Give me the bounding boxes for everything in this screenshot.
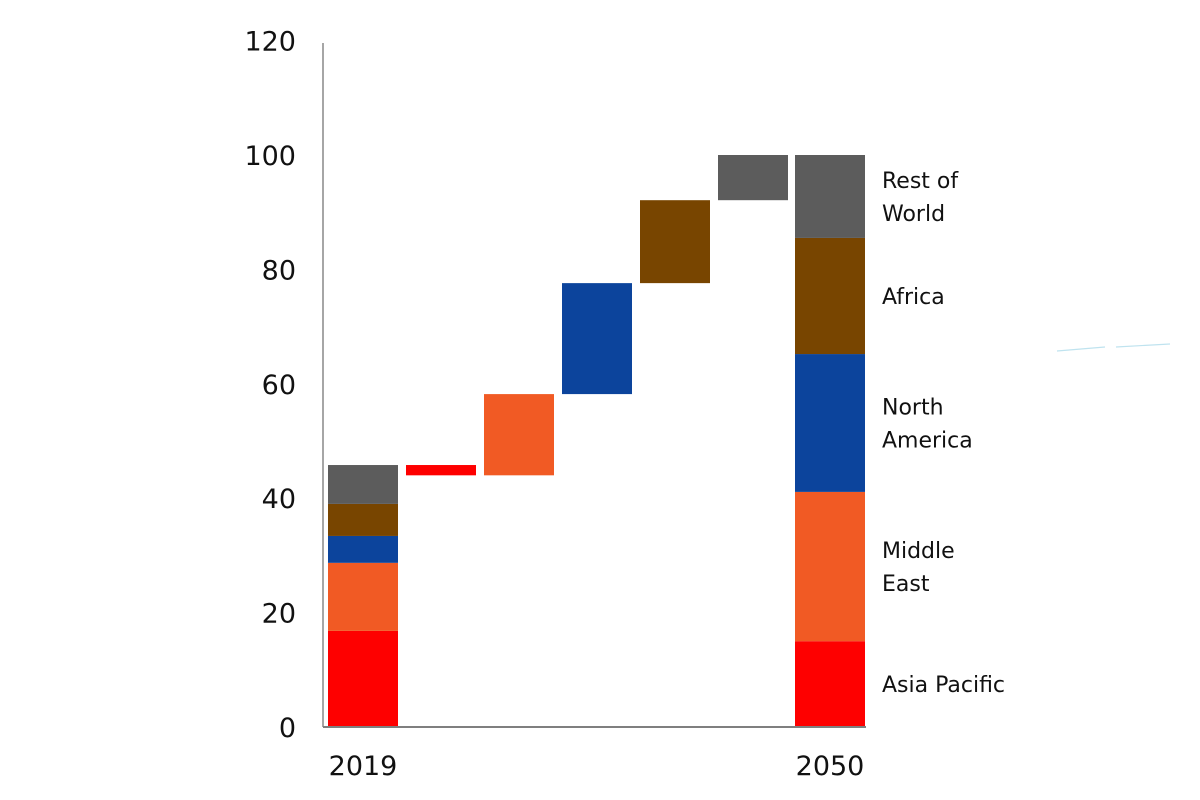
legend-label-rest-of-world: Rest of World — [882, 169, 959, 227]
legend-label-line: East — [882, 572, 930, 597]
y-tick-label: 40 — [262, 484, 296, 515]
y-tick-label: 80 — [262, 255, 296, 286]
x-label-end: 2050 — [796, 751, 865, 782]
legend-label-line: World — [882, 202, 945, 227]
bar-end-middle-east — [795, 491, 865, 642]
bar-change-middle-east — [484, 394, 554, 476]
legend-label-line: America — [882, 428, 973, 453]
decorative-line — [1115, 343, 1171, 348]
legend-label-line: Africa — [882, 285, 945, 310]
y-tick-label: 20 — [262, 599, 296, 630]
bar-change-africa — [640, 200, 710, 284]
legend-label-africa: Africa — [882, 285, 945, 310]
y-tick-label: 0 — [279, 713, 296, 744]
bar-start-north-america — [328, 535, 398, 563]
legend-label-middle-east: Middle East — [882, 539, 955, 597]
x-category-labels: 2019 2050 — [329, 751, 865, 782]
bar-start-middle-east — [328, 562, 398, 631]
y-tick-label: 120 — [244, 27, 296, 58]
axes-group — [322, 43, 866, 728]
legend-label-line: Asia Pacific — [882, 673, 1005, 698]
bar-start-rest-of-world — [328, 465, 398, 504]
bar-change-rest-of-world — [718, 155, 788, 201]
legend-label-line: Rest of — [882, 169, 959, 194]
stray-mark — [1056, 343, 1171, 352]
legend-label-line: Middle — [882, 539, 955, 564]
decorative-line — [1056, 346, 1106, 352]
bar-end-asia-pacific — [795, 641, 865, 727]
y-tick-label: 60 — [262, 370, 296, 401]
x-label-start: 2019 — [329, 751, 398, 782]
bar-change-asia-pacific — [406, 465, 476, 476]
bar-end-north-america — [795, 354, 865, 492]
bar-end-africa — [795, 237, 865, 355]
bar-start-africa — [328, 503, 398, 536]
legend-label-line: North — [882, 395, 944, 420]
bar-end-rest-of-world — [795, 155, 865, 238]
bar-start-asia-pacific — [328, 630, 398, 727]
bars-group — [328, 155, 865, 727]
legend-label-asia-pacific: Asia Pacific — [882, 673, 1005, 698]
y-tick-labels: 0 20 40 60 80 100 120 — [244, 27, 296, 744]
y-tick-label: 100 — [244, 141, 296, 172]
legend: Rest of World Africa North America Middle East… — [882, 169, 1005, 698]
bar-change-north-america — [562, 283, 632, 395]
legend-label-north-america: North America — [882, 395, 973, 453]
